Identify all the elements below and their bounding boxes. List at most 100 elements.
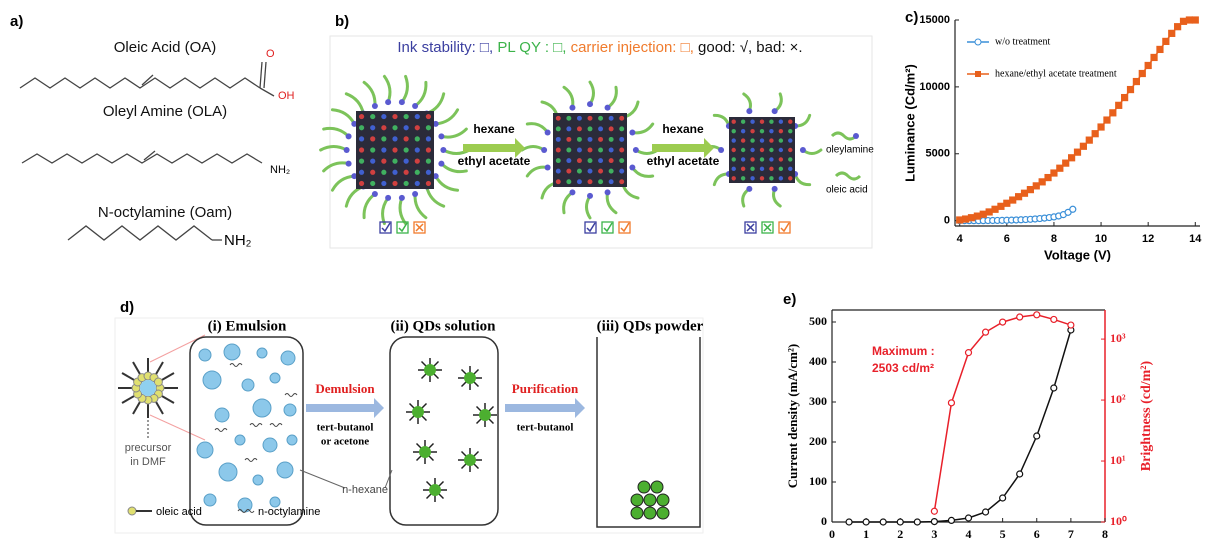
lattice-atom bbox=[741, 157, 745, 161]
data-point bbox=[1122, 95, 1128, 101]
ligand bbox=[400, 198, 406, 224]
step-agent: tert-butanol bbox=[517, 422, 574, 434]
ligand bbox=[441, 129, 466, 137]
lattice-atom bbox=[415, 170, 420, 175]
legend-marker bbox=[975, 39, 981, 45]
ligand-head bbox=[629, 129, 635, 135]
lattice-atom bbox=[359, 159, 364, 164]
ligand bbox=[364, 82, 375, 106]
quantum-dot bbox=[429, 484, 441, 496]
lattice-atom bbox=[598, 148, 603, 153]
lattice-atom bbox=[381, 181, 386, 186]
lattice-atom bbox=[769, 138, 773, 142]
legend-item: PL QY : □, bbox=[493, 39, 566, 56]
lattice-atom bbox=[556, 137, 561, 142]
lattice-atom bbox=[577, 148, 582, 153]
legend-label: hexane/ethyl acetate treatment bbox=[995, 68, 1117, 79]
x-tick-label: 3 bbox=[931, 527, 937, 539]
ligand-head bbox=[541, 147, 547, 153]
lattice-atom bbox=[769, 176, 773, 180]
lattice-atom bbox=[415, 125, 420, 130]
lattice-atom bbox=[392, 170, 397, 175]
data-point bbox=[1016, 194, 1022, 200]
lattice-atom bbox=[588, 126, 593, 131]
lattice-atom bbox=[381, 125, 386, 130]
y2-tick-label: 10⁰ bbox=[1110, 514, 1127, 528]
pointer bbox=[300, 470, 345, 488]
legend-label: oleic acid bbox=[156, 506, 202, 518]
lattice-atom bbox=[741, 138, 745, 142]
lattice-atom bbox=[760, 129, 764, 133]
ligand-head bbox=[629, 165, 635, 171]
data-point bbox=[1034, 312, 1040, 318]
lattice-atom bbox=[741, 120, 745, 124]
step-agent: or acetone bbox=[321, 436, 369, 448]
data-point bbox=[980, 211, 986, 217]
y2-axis-label: Brightness (cd/m²) bbox=[1139, 360, 1154, 471]
lattice-atom bbox=[732, 138, 736, 142]
y-tick-label: 0 bbox=[944, 215, 950, 227]
lattice-atom bbox=[588, 169, 593, 174]
carbonyl bbox=[264, 62, 266, 88]
ligand-head bbox=[569, 105, 575, 111]
lattice-atom bbox=[788, 148, 792, 152]
lattice-atom bbox=[760, 138, 764, 142]
lattice-atom bbox=[415, 114, 420, 119]
lattice-atom bbox=[415, 181, 420, 186]
lattice-atom bbox=[769, 157, 773, 161]
lattice-atom bbox=[404, 125, 409, 130]
y-tick-label: 400 bbox=[809, 354, 827, 368]
lattice-atom bbox=[359, 125, 364, 130]
lattice-atom bbox=[588, 158, 593, 163]
lattice-atom bbox=[370, 170, 375, 175]
lattice-atom bbox=[392, 147, 397, 152]
data-point bbox=[1069, 155, 1075, 161]
lattice-atom bbox=[779, 138, 783, 142]
ligand-head bbox=[587, 101, 593, 107]
y2-tick-label: 10³ bbox=[1110, 331, 1126, 345]
lattice-atom bbox=[566, 179, 571, 184]
lattice-atom bbox=[732, 157, 736, 161]
ligand bbox=[608, 87, 617, 107]
quantum-dot bbox=[479, 409, 491, 421]
quantum-dot bbox=[464, 454, 476, 466]
data-point bbox=[846, 519, 852, 525]
y-tick-label: 15000 bbox=[919, 14, 950, 26]
ligand bbox=[632, 124, 652, 133]
lattice-atom bbox=[779, 129, 783, 133]
droplet bbox=[235, 435, 245, 445]
lattice-atom bbox=[588, 148, 593, 153]
series-line bbox=[849, 330, 1071, 522]
data-point bbox=[1021, 190, 1027, 196]
lattice-atom bbox=[381, 114, 386, 119]
legend-item: carrier injection: □, bbox=[566, 39, 693, 56]
data-point bbox=[948, 517, 954, 523]
lattice-atom bbox=[609, 169, 614, 174]
lattice-atom bbox=[760, 157, 764, 161]
lattice-atom bbox=[359, 136, 364, 141]
data-point bbox=[863, 519, 869, 525]
data-point bbox=[992, 206, 998, 212]
lattice-atom bbox=[609, 148, 614, 153]
lattice-atom bbox=[426, 170, 431, 175]
carbonyl bbox=[260, 62, 262, 88]
lattice-atom bbox=[609, 137, 614, 142]
lattice-atom bbox=[404, 159, 409, 164]
lattice-atom bbox=[381, 170, 386, 175]
ligand bbox=[402, 76, 408, 102]
lattice-atom bbox=[619, 126, 624, 131]
lattice-atom bbox=[404, 170, 409, 175]
step-arrow bbox=[652, 144, 704, 152]
x-tick-label: 14 bbox=[1189, 233, 1202, 245]
ligand bbox=[383, 198, 389, 224]
stage-title: (i) Emulsion bbox=[208, 318, 287, 334]
check-mark bbox=[621, 223, 629, 231]
ligand-wave bbox=[285, 394, 297, 397]
x-tick-label: 6 bbox=[1004, 233, 1010, 245]
lattice-atom bbox=[779, 148, 783, 152]
lattice-atom bbox=[779, 167, 783, 171]
ligand bbox=[415, 194, 426, 218]
ligand-head bbox=[438, 133, 444, 139]
precursor-label: precursor bbox=[125, 442, 172, 454]
data-point bbox=[1070, 206, 1076, 212]
